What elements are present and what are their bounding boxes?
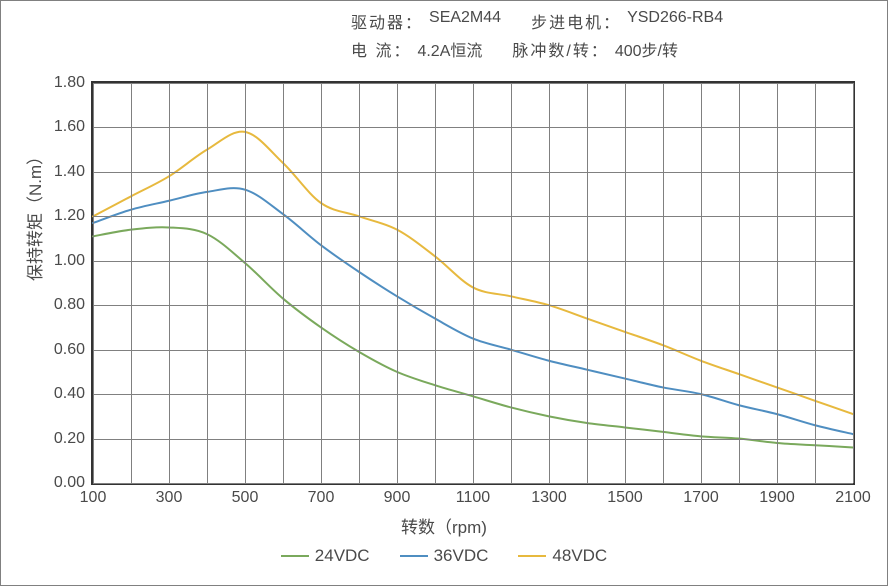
gridline-horizontal (93, 172, 853, 173)
y-tick-label: 0.20 (54, 430, 85, 448)
y-tick-label: 1.00 (54, 252, 85, 270)
motor-spec: 步进电机： YSD266-RB4 (531, 9, 723, 33)
y-tick-label: 0.60 (54, 341, 85, 359)
gridline-vertical (701, 83, 702, 483)
y-tick-label: 0.80 (54, 296, 85, 314)
driver-value: SEA2M44 (429, 9, 501, 33)
gridline-vertical (549, 83, 550, 483)
gridline-horizontal (93, 483, 853, 484)
legend: 24VDC 36VDC 48VDC (1, 546, 887, 566)
motor-value: YSD266-RB4 (627, 9, 723, 33)
gridline-vertical (853, 83, 854, 483)
y-tick-label: 0.40 (54, 385, 85, 403)
gridline-vertical (777, 83, 778, 483)
y-axis-title: 保持转矩（N.m） (21, 148, 46, 281)
gridline-vertical (283, 83, 284, 483)
x-tick-label: 2100 (835, 489, 871, 507)
legend-swatch (281, 555, 309, 557)
current-spec: 电 流： 4.2A恒流 (351, 37, 482, 61)
gridline-horizontal (93, 439, 853, 440)
gridline-horizontal (93, 83, 853, 84)
gridline-horizontal (93, 350, 853, 351)
x-tick-label: 900 (384, 489, 411, 507)
chart-card: 驱动器： SEA2M44 步进电机： YSD266-RB4 电 流： 4.2A恒… (0, 0, 888, 586)
gridline-horizontal (93, 216, 853, 217)
gridline-vertical (359, 83, 360, 483)
gridline-vertical (397, 83, 398, 483)
pulse-spec: 脉冲数/转： 400步/转 (512, 37, 678, 61)
pulse-label: 脉冲数/转： (512, 37, 608, 61)
legend-label: 36VDC (434, 546, 489, 566)
x-tick-label: 1300 (531, 489, 567, 507)
legend-item: 48VDC (518, 546, 607, 566)
x-tick-label: 1700 (683, 489, 719, 507)
x-tick-label: 1500 (607, 489, 643, 507)
motor-label: 步进电机： (531, 9, 621, 33)
x-tick-label: 700 (308, 489, 335, 507)
legend-swatch (400, 555, 428, 557)
plot-area: 0.000.200.400.600.801.001.201.401.601.80… (91, 81, 855, 485)
chart-header: 驱动器： SEA2M44 步进电机： YSD266-RB4 电 流： 4.2A恒… (351, 9, 867, 65)
gridline-vertical (321, 83, 322, 483)
gridline-horizontal (93, 305, 853, 306)
legend-item: 24VDC (281, 546, 370, 566)
x-tick-label: 100 (80, 489, 107, 507)
legend-label: 24VDC (315, 546, 370, 566)
gridline-vertical (435, 83, 436, 483)
driver-spec: 驱动器： SEA2M44 (351, 9, 501, 33)
gridline-vertical (207, 83, 208, 483)
gridline-vertical (93, 83, 94, 483)
pulse-value: 400步/转 (615, 37, 678, 61)
gridline-vertical (473, 83, 474, 483)
gridline-horizontal (93, 261, 853, 262)
gridline-vertical (815, 83, 816, 483)
legend-label: 48VDC (552, 546, 607, 566)
gridline-vertical (625, 83, 626, 483)
current-label: 电 流： (351, 37, 411, 61)
x-tick-label: 500 (232, 489, 259, 507)
current-value: 4.2A恒流 (417, 37, 482, 61)
gridline-vertical (511, 83, 512, 483)
legend-item: 36VDC (400, 546, 489, 566)
gridline-vertical (587, 83, 588, 483)
y-tick-label: 1.40 (54, 163, 85, 181)
x-tick-label: 300 (156, 489, 183, 507)
driver-label: 驱动器： (351, 9, 423, 33)
y-tick-label: 1.20 (54, 207, 85, 225)
y-tick-label: 1.80 (54, 74, 85, 92)
gridline-horizontal (93, 127, 853, 128)
y-tick-label: 1.60 (54, 118, 85, 136)
gridline-vertical (169, 83, 170, 483)
x-tick-label: 1100 (456, 489, 490, 507)
gridline-vertical (131, 83, 132, 483)
gridline-vertical (245, 83, 246, 483)
gridline-vertical (663, 83, 664, 483)
x-tick-label: 1900 (759, 489, 795, 507)
gridline-vertical (739, 83, 740, 483)
gridline-horizontal (93, 394, 853, 395)
x-axis-title: 转数（rpm) (1, 513, 887, 538)
legend-swatch (518, 555, 546, 557)
